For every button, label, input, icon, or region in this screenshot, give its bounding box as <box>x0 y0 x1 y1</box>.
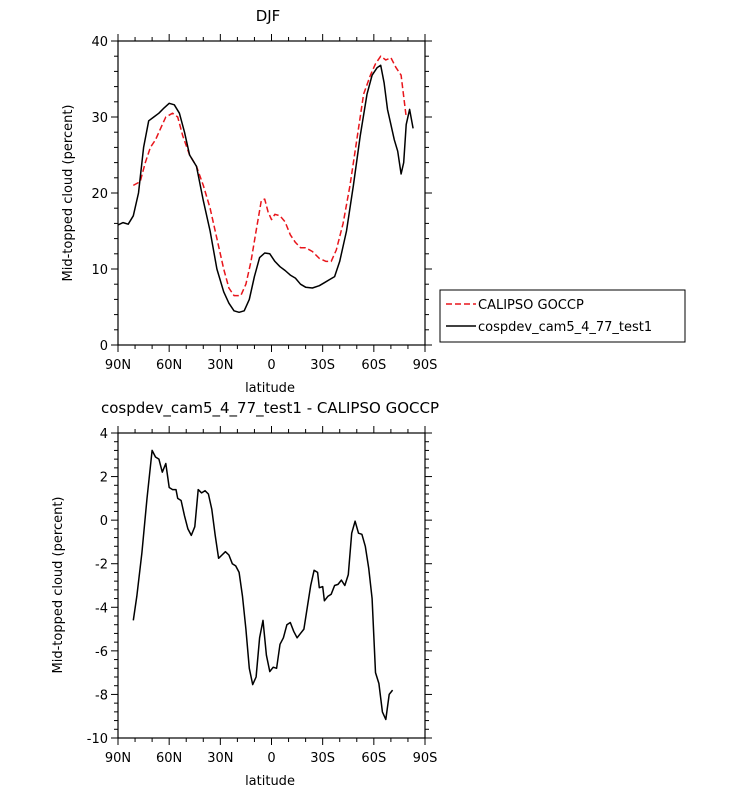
top-y-tick-label: 30 <box>91 111 108 126</box>
bottom-y-tick-label: 2 <box>100 471 108 486</box>
bottom-x-tick-label: 30N <box>207 751 233 766</box>
top-x-tick-label: 0 <box>267 358 275 373</box>
top-series-lines <box>117 55 414 314</box>
bottom-y-tick-label: -6 <box>95 645 108 660</box>
bottom-y-ticks: -10 -8 -6 -4 -2 0 2 4 <box>87 427 432 747</box>
bottom-x-tick-label: 60S <box>361 751 386 766</box>
top-x-tick-label: 90S <box>413 358 438 373</box>
legend: CALIPSO GOCCP cospdev_cam5_4_77_test1 <box>439 289 686 343</box>
bottom-x-tick-label: 90S <box>413 751 438 766</box>
top-x-ticks: 90N 60N 30N 0 30S 60S 90S <box>105 34 438 373</box>
bottom-x-tick-label: 30S <box>310 751 335 766</box>
top-y-tick-label: 20 <box>91 187 108 202</box>
bottom-y-tick-label: 4 <box>100 427 108 442</box>
top-x-tick-label: 60S <box>361 358 386 373</box>
bottom-x-tick-label: 90N <box>105 751 131 766</box>
top-series-line-1 <box>132 55 407 297</box>
bottom-series-line-1 <box>132 449 394 721</box>
bottom-x-axis-label: latitude <box>245 774 295 789</box>
top-series-line-2 <box>117 64 414 314</box>
bottom-x-ticks: 90N 60N 30N 0 30S 60S 90S <box>105 426 438 766</box>
bottom-panel-title: cospdev_cam5_4_77_test1 - CALIPSO GOCCP <box>101 399 439 418</box>
top-x-tick-label: 30S <box>310 358 335 373</box>
legend-label-calipso: CALIPSO GOCCP <box>478 298 584 313</box>
top-x-axis-label: latitude <box>245 381 295 396</box>
top-y-axis-label: Mid-topped cloud (percent) <box>61 105 76 282</box>
bottom-panel-frame <box>117 432 426 739</box>
bottom-series-lines <box>132 449 394 721</box>
bottom-y-axis-label: Mid-topped cloud (percent) <box>51 497 66 674</box>
top-y-tick-label: 0 <box>100 339 108 354</box>
top-x-tick-label: 60N <box>156 358 182 373</box>
top-y-ticks: 0 10 20 30 40 <box>91 35 432 354</box>
bottom-y-tick-label: -8 <box>95 688 108 703</box>
legend-box <box>439 289 686 343</box>
top-x-tick-label: 30N <box>207 358 233 373</box>
bottom-y-tick-label: -2 <box>95 558 108 573</box>
top-y-tick-label: 10 <box>91 263 108 278</box>
top-panel-title: DJF <box>256 7 281 25</box>
bottom-y-tick-label: -4 <box>95 601 108 616</box>
bottom-y-tick-label: -10 <box>87 732 108 747</box>
bottom-panel: cospdev_cam5_4_77_test1 - CALIPSO GOCCP … <box>51 399 439 789</box>
top-panel: DJF 0 10 20 30 40 90N 60N 30N 0 30S 60S 90S latitu… <box>61 7 437 396</box>
bottom-y-tick-label: 0 <box>100 514 108 529</box>
top-x-tick-label: 90N <box>105 358 131 373</box>
bottom-x-tick-label: 60N <box>156 751 182 766</box>
bottom-x-tick-label: 0 <box>267 751 275 766</box>
top-panel-frame <box>117 40 426 346</box>
legend-label-model: cospdev_cam5_4_77_test1 <box>478 320 652 335</box>
top-y-tick-label: 40 <box>91 35 108 50</box>
